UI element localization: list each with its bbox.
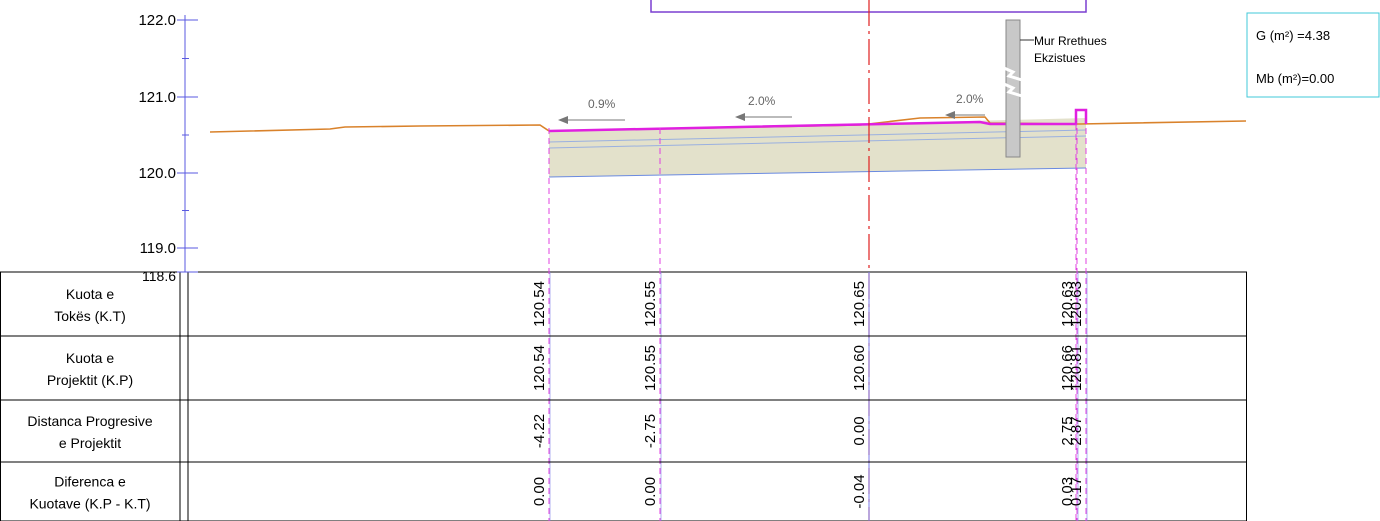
cell-value: -4.22 [531, 414, 548, 448]
cell-value: 120.66 [1059, 345, 1076, 391]
cell-value: 120.55 [642, 345, 659, 391]
slope-label: 0.9% [588, 97, 616, 111]
cell-value: -0.04 [851, 474, 868, 508]
cell-value: 120.63 [1068, 281, 1085, 327]
row-label: e Projektit [59, 435, 121, 451]
tick-label: 120.0 [138, 165, 176, 182]
area-label: Mb (m²)=0.00 [1256, 71, 1334, 86]
break-mark [1003, 82, 1023, 98]
cell-value: 0.17 [1068, 477, 1085, 506]
row-label: Kuotave (K.P - K.T) [29, 496, 150, 512]
wall-label: Ekzistues [1034, 51, 1085, 65]
row-label: Tokës (K.T) [54, 308, 126, 324]
wall-label: Mur Rrethues [1034, 34, 1107, 48]
pavement-fill [549, 118, 1086, 177]
layer-line [548, 135, 1087, 149]
cell-value: 120.81 [1068, 345, 1085, 391]
row-label: Projektit (K.P) [47, 372, 133, 388]
cell-value: 120.54 [531, 345, 548, 391]
layer-line [548, 129, 1087, 143]
row-label: Kuota e [66, 350, 114, 366]
slope-label: 2.0% [748, 94, 776, 108]
tick-label: 122.0 [138, 12, 176, 29]
slope-arrowhead [558, 116, 568, 124]
tick-label: 119.0 [140, 240, 176, 257]
cell-value: 2.87 [1068, 416, 1085, 445]
subgrade-line [548, 167, 1087, 178]
tick-label: 121.0 [138, 89, 176, 106]
cell-value: -2.75 [642, 414, 659, 448]
area-label: G (m²) =4.38 [1256, 28, 1330, 43]
cell-value: 120.60 [851, 345, 868, 391]
cell-value: 0.00 [531, 477, 548, 506]
datum-label: 118.6 [142, 268, 176, 284]
cell-value: 120.54 [531, 281, 548, 327]
cell-value: 120.65 [851, 281, 868, 327]
cell-value: 2.75 [1059, 416, 1076, 445]
table-frame [0, 271, 1247, 521]
slope-label: 2.0% [956, 92, 984, 106]
break-mark [1003, 66, 1023, 82]
row-label: Diferenca e [54, 474, 126, 490]
row-label: Kuota e [66, 286, 114, 302]
row-label: Distanca Progresive [27, 413, 152, 429]
slope-arrowhead [735, 113, 745, 121]
cell-value: 0.00 [851, 416, 868, 445]
area-box [1246, 12, 1380, 98]
cell-value: 0.00 [642, 477, 659, 506]
cell-value: 120.63 [1059, 281, 1076, 327]
slope-arrowhead [945, 111, 955, 119]
cell-value: 0.03 [1059, 477, 1076, 506]
cell-value: 120.55 [642, 281, 659, 327]
